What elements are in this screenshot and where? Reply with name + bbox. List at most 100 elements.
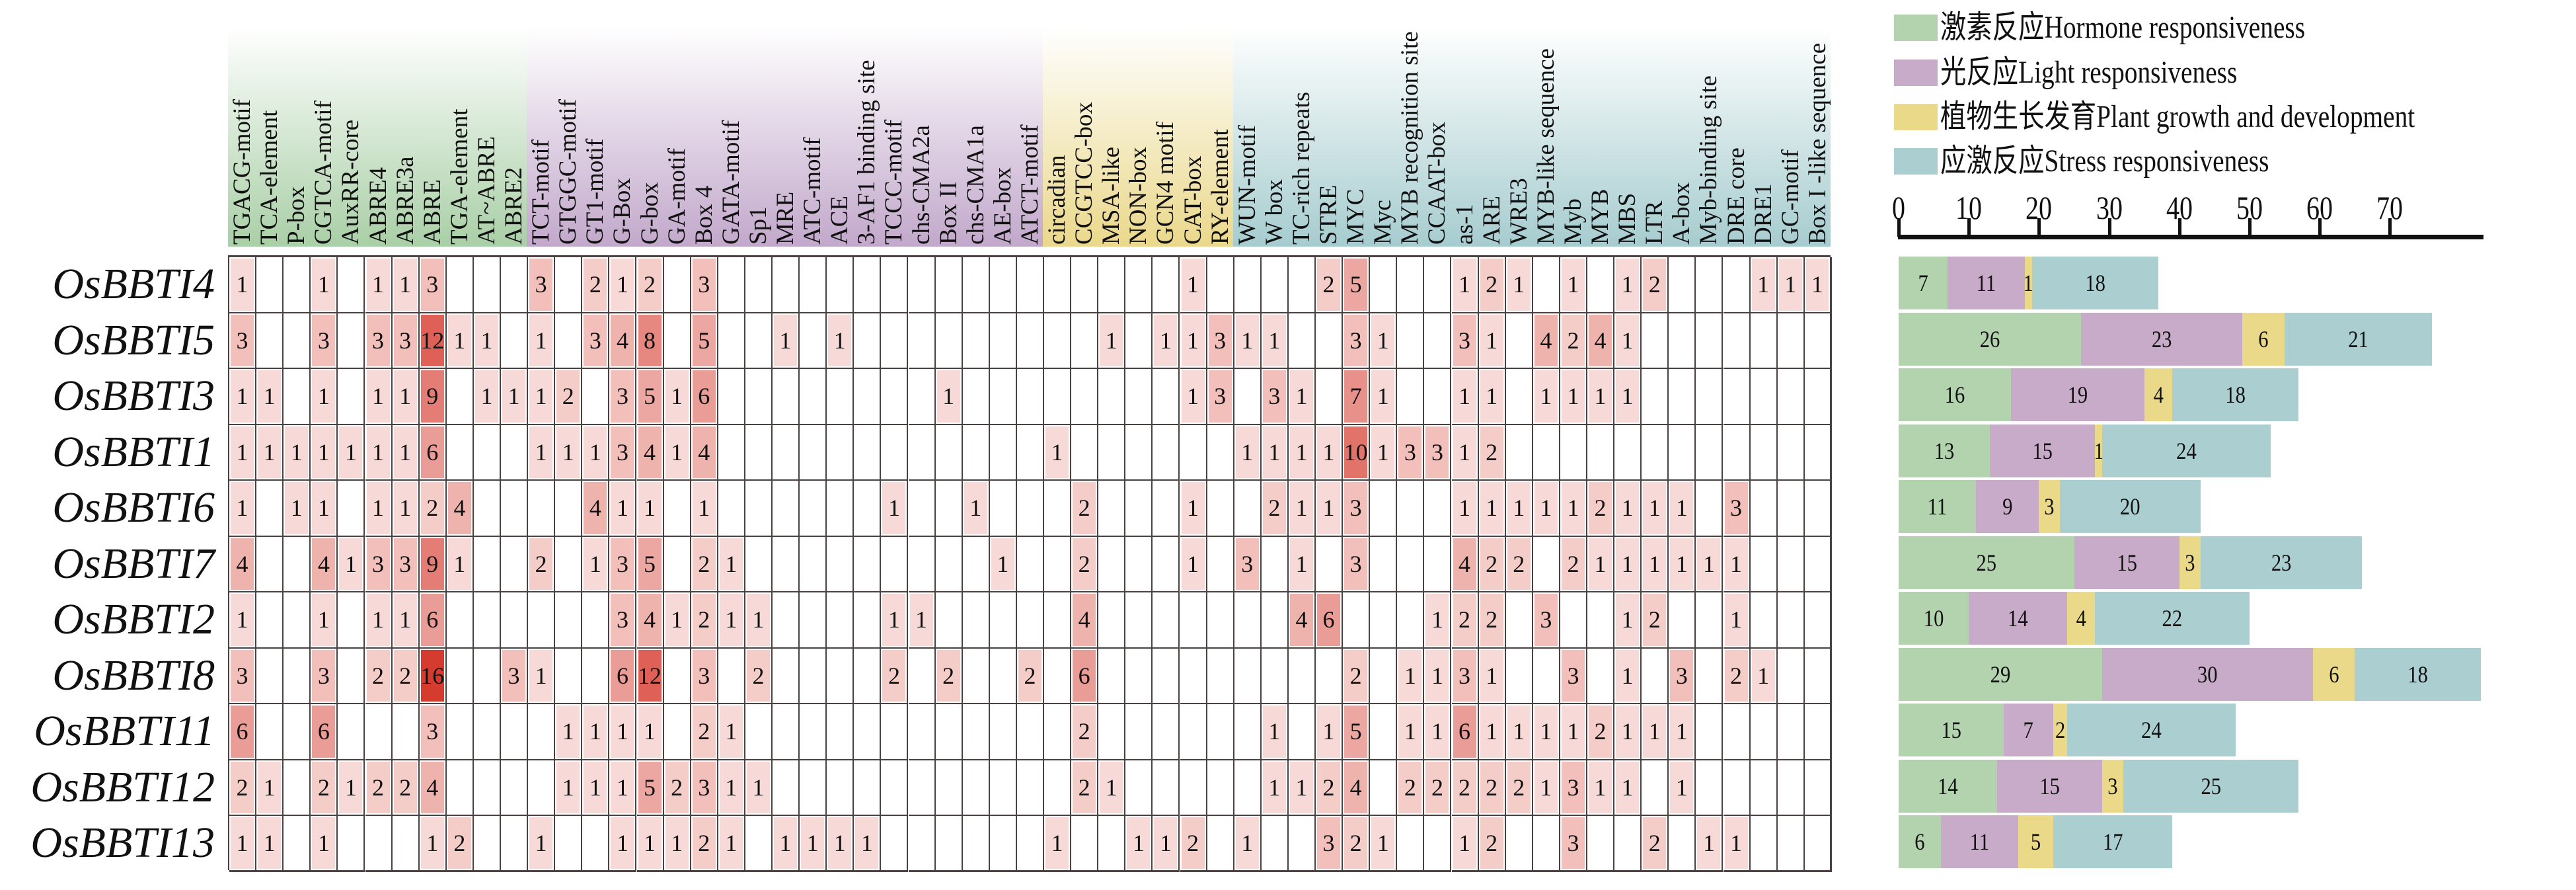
cell-value: 3	[236, 327, 248, 354]
heatmap-cell: 1	[1669, 481, 1696, 537]
axis-tick	[2178, 218, 2181, 237]
cell-value: 9	[426, 383, 439, 409]
cell-value: 3	[1540, 606, 1552, 633]
axis-tick-label: 40	[2166, 189, 2193, 226]
heatmap-cell	[501, 760, 529, 816]
heatmap-cell	[1044, 704, 1072, 760]
cell-fill	[1425, 761, 1449, 813]
heatmap-cell: 1	[338, 425, 365, 481]
heatmap-cell	[1098, 257, 1126, 313]
bar-value-label: 15	[2116, 549, 2137, 576]
cell-fill	[231, 426, 254, 478]
cell-value: 3	[616, 383, 628, 409]
heatmap-cell: 3	[1261, 369, 1289, 425]
heatmap-cell: 1	[745, 592, 773, 649]
bar-segment	[1899, 368, 2011, 421]
heatmap-cell	[800, 425, 827, 481]
heatmap-cell: 1	[800, 816, 827, 872]
cell-value: 1	[1132, 830, 1145, 856]
cell-value: 1	[1322, 495, 1335, 521]
cell-fill	[312, 706, 336, 758]
cell-fill	[1561, 314, 1585, 366]
heatmap-cell	[718, 481, 745, 537]
heatmap-cell	[1397, 816, 1425, 872]
heatmap-cell: 1	[1180, 313, 1207, 369]
heatmap-cell	[1505, 816, 1533, 872]
cell-fill	[746, 649, 770, 702]
heatmap-cell: 1	[338, 536, 365, 592]
column-label: ATCT-motif	[1016, 124, 1043, 245]
heatmap-cell	[1261, 592, 1289, 649]
heatmap-cell	[1098, 704, 1126, 760]
bar-segment	[1990, 424, 2096, 477]
heatmap-cell	[962, 704, 990, 760]
bar-value-label: 1	[2023, 270, 2034, 296]
heatmap-cell	[1370, 704, 1398, 760]
cell-value: 1	[888, 606, 900, 633]
heatmap-cell	[338, 257, 365, 313]
cell-fill	[1616, 761, 1640, 813]
cell-value: 1	[1513, 271, 1525, 298]
cell-fill	[1561, 706, 1585, 758]
heatmap-cell	[1098, 481, 1126, 537]
cell-fill	[584, 426, 607, 478]
cell-fill	[312, 594, 336, 646]
cell-value: 1	[1730, 830, 1743, 856]
heatmap-cell	[854, 369, 882, 425]
heatmap-cell: 1	[609, 704, 637, 760]
heatmap-cell: 2	[1478, 536, 1506, 592]
cell-value: 1	[1431, 718, 1443, 745]
cell-value: 1	[1268, 327, 1281, 354]
heatmap-cell: 5	[636, 369, 664, 425]
bar-value-label: 30	[2197, 661, 2218, 688]
heatmap-cell: 5	[691, 313, 718, 369]
cell-fill	[638, 594, 662, 646]
heatmap-cell	[1098, 425, 1126, 481]
heatmap-cell: 5	[636, 760, 664, 816]
heatmap-cell: 2	[881, 648, 909, 704]
heatmap-cell: 2	[419, 481, 447, 537]
heatmap-cell: 1	[1533, 369, 1560, 425]
heatmap-cell: 1	[338, 760, 365, 816]
cell-value: 1	[1621, 606, 1634, 633]
heatmap-cell	[1669, 592, 1696, 649]
heatmap-cell	[1669, 369, 1696, 425]
heatmap-cell	[1397, 481, 1425, 537]
column-label: GATA-motif	[717, 120, 745, 245]
cell-value: 1	[236, 606, 248, 633]
cell-fill	[692, 482, 716, 534]
heatmap-cell	[1153, 481, 1180, 537]
heatmap-cell	[800, 592, 827, 649]
heatmap-cell	[1723, 704, 1751, 760]
heatmap-cell	[1804, 648, 1832, 704]
heatmap-cell	[473, 425, 501, 481]
cell-fill	[1480, 426, 1503, 478]
axis-tick-label: 10	[1955, 189, 1983, 226]
bar-value-label: 10	[1923, 605, 1944, 631]
heatmap-cell: 1	[1478, 313, 1506, 369]
cell-value: 1	[1241, 438, 1254, 465]
cell-fill	[1398, 706, 1422, 758]
heatmap-cell: 1	[1153, 816, 1180, 872]
heatmap-cell	[256, 313, 284, 369]
heatmap-cell: 1	[663, 592, 691, 649]
heatmap-cell: 3	[419, 704, 447, 760]
cell-fill	[611, 426, 634, 478]
heatmap-cell: 1	[1533, 704, 1560, 760]
heatmap-cell	[473, 704, 501, 760]
cell-value: 1	[1159, 327, 1172, 354]
heatmap-cell: 6	[609, 648, 637, 704]
cell-value: 1	[1105, 327, 1118, 354]
cell-fill	[285, 482, 309, 534]
cell-value: 1	[1621, 550, 1634, 577]
heatmap-cell: 1	[745, 760, 773, 816]
gene-label: OsBBTI4	[52, 260, 215, 308]
heatmap-cell	[1777, 704, 1805, 760]
heatmap-cell	[1397, 592, 1425, 649]
bar-segment	[2242, 312, 2285, 366]
cell-value: 1	[616, 495, 628, 521]
cell-value: 1	[263, 438, 276, 465]
heatmap-cell	[473, 536, 501, 592]
heatmap-cell: 4	[1533, 313, 1560, 369]
heatmap-cell: 1	[1478, 648, 1506, 704]
